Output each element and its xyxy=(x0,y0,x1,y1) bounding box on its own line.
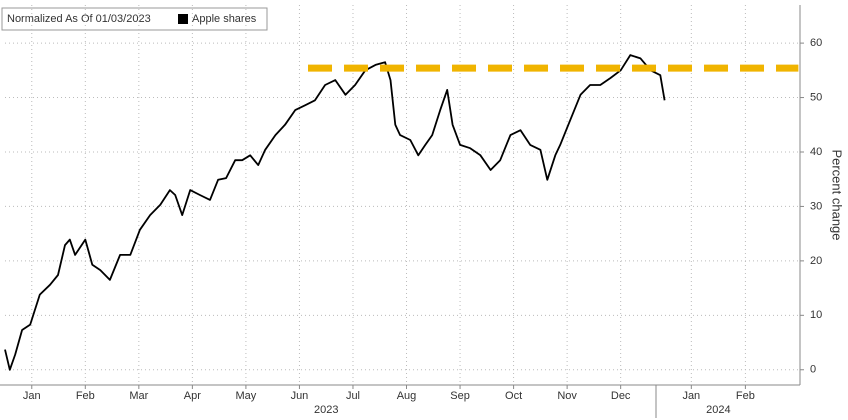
y-tick-label: 20 xyxy=(810,255,822,267)
x-tick-label: Jan xyxy=(682,390,700,402)
x-tick-label: Mar xyxy=(129,390,148,402)
x-tick-label: Feb xyxy=(76,390,95,402)
x-tick-label: Nov xyxy=(557,390,577,402)
x-tick-label: Apr xyxy=(184,390,201,402)
x-tick-label: May xyxy=(236,390,257,402)
legend-label: Apple shares xyxy=(192,13,257,25)
y-tick-label: 40 xyxy=(810,146,822,158)
x-tick-label: Jul xyxy=(346,390,360,402)
x-tick-label: Jun xyxy=(291,390,309,402)
y-tick-label: 10 xyxy=(810,309,822,321)
x-tick-label: Oct xyxy=(505,390,522,402)
legend-title: Normalized As Of 01/03/2023 xyxy=(7,13,151,25)
x-tick-label: Sep xyxy=(450,390,470,402)
y-tick-label: 60 xyxy=(810,37,822,49)
x-tick-label: Jan xyxy=(23,390,41,402)
y-tick-label: 50 xyxy=(810,91,822,103)
x-tick-label: Dec xyxy=(611,390,631,402)
legend-swatch xyxy=(178,14,188,24)
year-label: 2024 xyxy=(706,404,730,416)
series-line xyxy=(4,54,666,371)
y-tick-label: 30 xyxy=(810,200,822,212)
year-label: 2023 xyxy=(314,404,338,416)
x-tick-label: Aug xyxy=(397,390,417,402)
y-tick-label: 0 xyxy=(810,364,816,376)
x-tick-label: Feb xyxy=(736,390,755,402)
y-axis-title: Percent change xyxy=(830,149,845,240)
legend-box xyxy=(1,7,268,31)
